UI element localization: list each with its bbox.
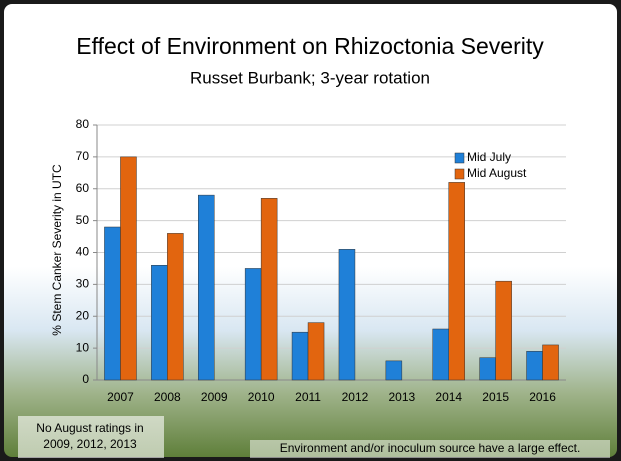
y-tick-label: 20 — [76, 308, 90, 322]
bar — [104, 227, 120, 380]
y-tick-label: 30 — [76, 277, 90, 291]
bar — [496, 281, 512, 380]
legend-swatch — [455, 169, 464, 179]
legend-label: Mid August — [467, 166, 527, 180]
chart-title: Effect of Environment on Rhizoctonia Sev… — [76, 33, 544, 59]
bar — [198, 195, 214, 380]
bar — [449, 182, 465, 380]
bar — [433, 329, 449, 380]
x-tick-label: 2008 — [154, 390, 181, 404]
y-tick-label: 0 — [82, 372, 89, 386]
annotation: Environment and/or inoculum source have … — [280, 441, 581, 455]
bar — [292, 332, 308, 380]
annotation: No August ratings in — [36, 421, 143, 435]
bar — [339, 249, 355, 380]
page: Effect of Environment on Rhizoctonia Sev… — [0, 0, 621, 461]
legend-label: Mid July — [467, 150, 511, 164]
x-tick-label: 2015 — [482, 390, 509, 404]
bar — [480, 358, 496, 380]
bar — [543, 345, 559, 380]
chart-subtitle: Russet Burbank; 3-year rotation — [190, 68, 430, 87]
y-tick-label: 60 — [76, 181, 90, 195]
x-tick-label: 2013 — [388, 390, 415, 404]
x-tick-label: 2009 — [201, 390, 228, 404]
bar — [151, 265, 167, 380]
y-tick-label: 40 — [76, 245, 90, 259]
x-tick-label: 2014 — [435, 390, 462, 404]
y-tick-label: 70 — [76, 149, 90, 163]
chart: Effect of Environment on Rhizoctonia Sev… — [0, 0, 621, 461]
x-tick-label: 2016 — [529, 390, 556, 404]
annotation: 2009, 2012, 2013 — [43, 437, 137, 451]
legend-swatch — [455, 153, 464, 163]
bar — [527, 351, 543, 380]
y-axis-label: % Stem Canker Severity in UTC — [50, 164, 64, 336]
bar — [245, 268, 261, 380]
x-tick-label: 2010 — [248, 390, 275, 404]
bar — [308, 323, 324, 380]
bar — [120, 157, 136, 380]
bar — [386, 361, 402, 380]
bar — [167, 233, 183, 380]
x-tick-label: 2011 — [295, 390, 321, 404]
bar — [261, 198, 277, 380]
x-tick-label: 2007 — [107, 390, 134, 404]
y-tick-label: 50 — [76, 213, 90, 227]
y-tick-label: 80 — [76, 117, 90, 131]
y-tick-label: 10 — [76, 340, 90, 354]
x-tick-label: 2012 — [342, 390, 369, 404]
